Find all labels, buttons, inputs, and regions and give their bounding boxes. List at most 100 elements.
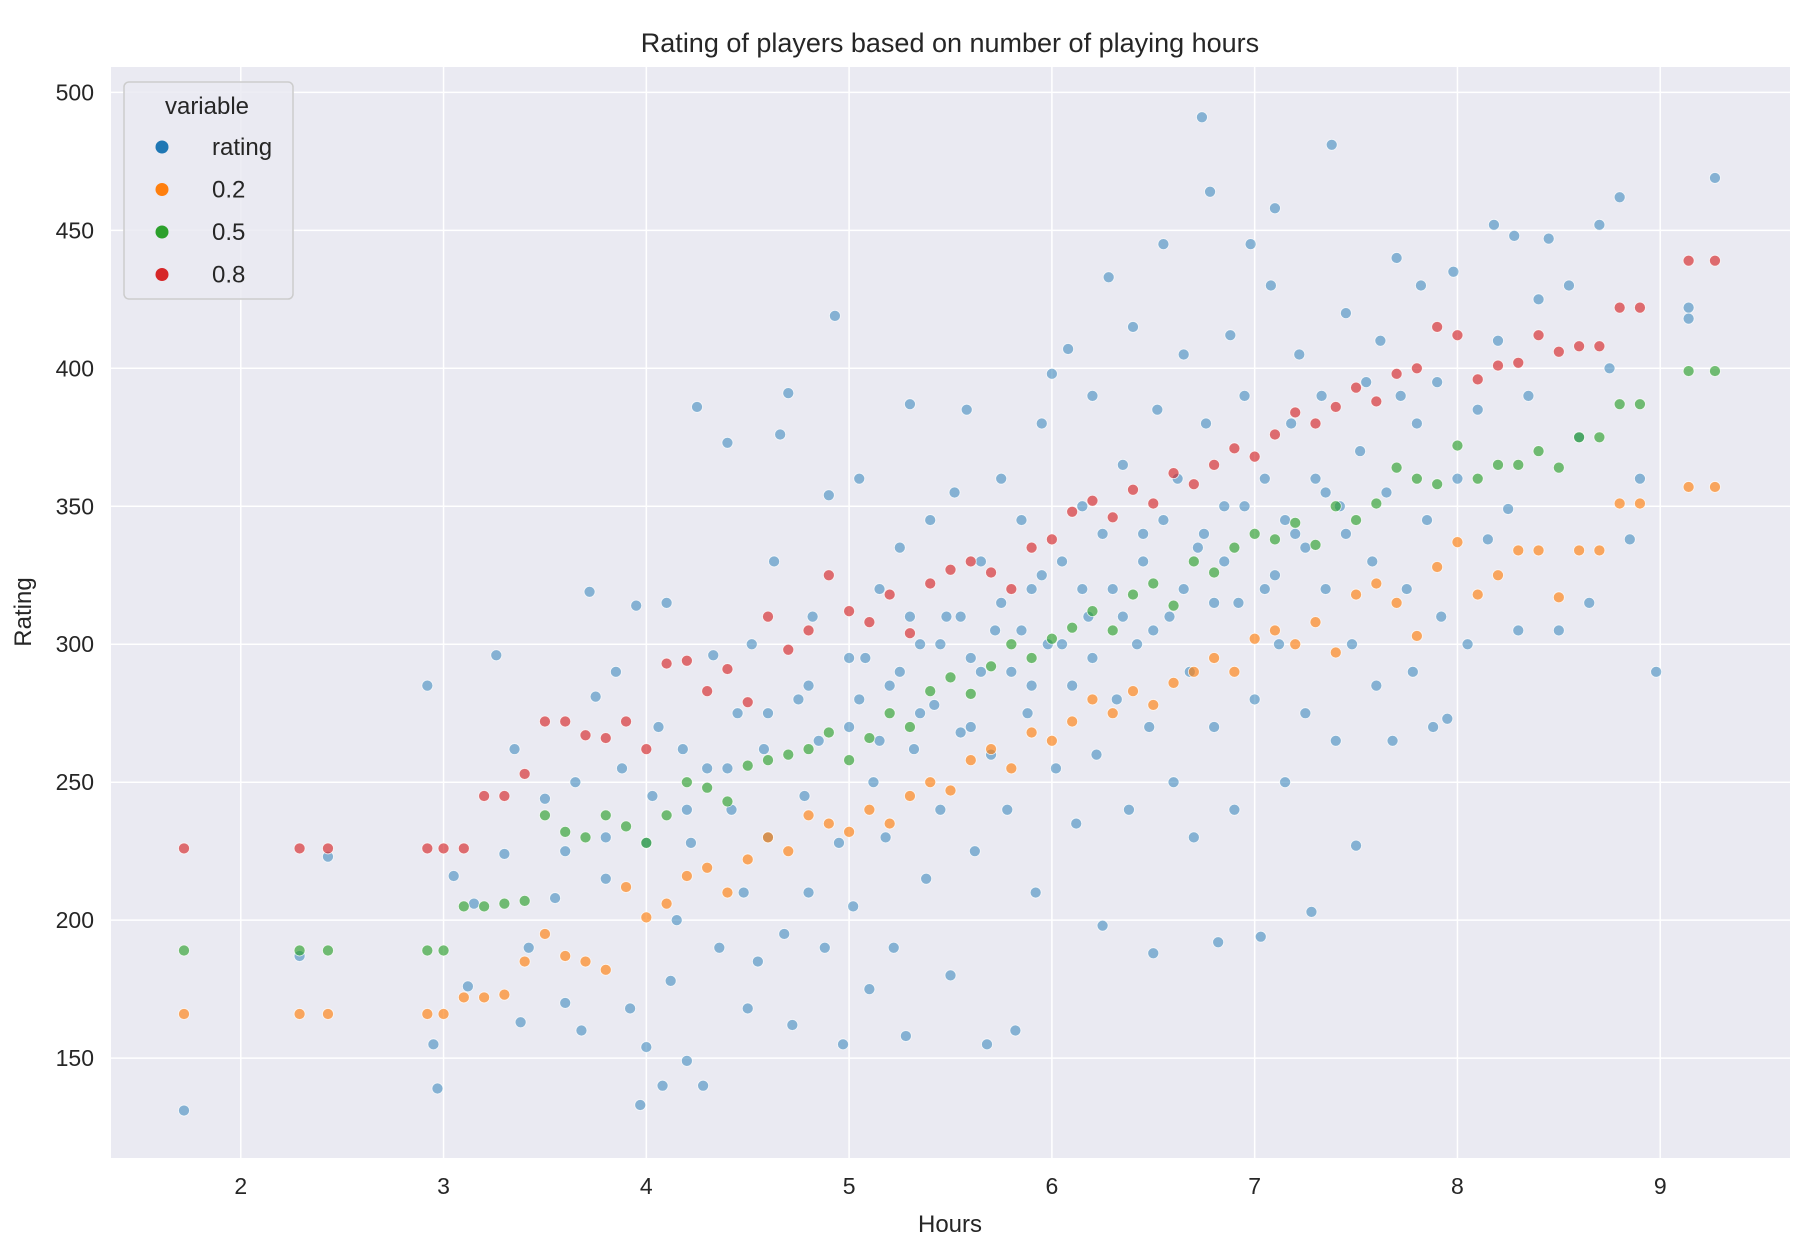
- data-point: [934, 803, 947, 816]
- data-point: [1279, 514, 1291, 526]
- data-point: [1613, 398, 1626, 411]
- data-point: [498, 790, 511, 802]
- data-point: [1471, 472, 1484, 485]
- data-point: [924, 685, 937, 698]
- data-point: [539, 715, 551, 728]
- data-point: [680, 803, 693, 816]
- data-point: [904, 790, 916, 802]
- data-point: [670, 914, 683, 927]
- data-point: [758, 743, 770, 755]
- data-point: [1035, 569, 1048, 582]
- data-point: [964, 754, 977, 767]
- data-point: [1447, 265, 1460, 278]
- data-point: [1123, 803, 1135, 816]
- data-point: [468, 897, 480, 910]
- data-point: [798, 790, 811, 802]
- data-point: [293, 1008, 306, 1020]
- legend-label: 0.8: [212, 262, 245, 289]
- data-point: [685, 836, 697, 849]
- data-point: [1406, 665, 1419, 678]
- data-point: [1682, 301, 1695, 314]
- data-point: [599, 872, 612, 885]
- data-point: [1451, 536, 1464, 549]
- data-point: [1431, 478, 1444, 491]
- data-point: [1167, 467, 1180, 480]
- data-point: [843, 754, 856, 767]
- data-point: [822, 817, 835, 830]
- data-point: [697, 1079, 710, 1092]
- data-point: [178, 1008, 190, 1020]
- data-point: [322, 944, 334, 957]
- data-point: [579, 955, 592, 968]
- data-point: [1244, 238, 1257, 251]
- data-point: [1025, 679, 1038, 692]
- data-point: [1354, 445, 1367, 457]
- y-tick-label: 350: [56, 493, 94, 519]
- data-point: [975, 555, 987, 568]
- data-point: [1350, 381, 1362, 394]
- data-point: [1200, 417, 1212, 430]
- data-point: [1431, 321, 1444, 333]
- data-point: [741, 1002, 754, 1015]
- data-point: [1583, 596, 1596, 609]
- data-point: [1076, 583, 1089, 595]
- data-point: [1471, 373, 1484, 386]
- data-point: [1191, 541, 1204, 554]
- data-point: [944, 671, 957, 684]
- x-tick-label: 6: [1045, 1173, 1058, 1199]
- x-tick-label: 4: [640, 1173, 653, 1199]
- data-point: [1248, 693, 1261, 706]
- data-point: [1127, 685, 1139, 698]
- data-point: [447, 870, 460, 882]
- data-point: [1634, 472, 1646, 485]
- data-point: [559, 715, 572, 728]
- data-point: [437, 1008, 450, 1020]
- data-point: [1137, 527, 1150, 540]
- data-point: [575, 1024, 588, 1037]
- data-point: [822, 569, 835, 582]
- data-point: [751, 955, 764, 968]
- data-point: [1573, 431, 1586, 444]
- series-0-5: [178, 365, 1721, 957]
- series-0-2: [178, 481, 1721, 1020]
- data-point: [1522, 390, 1535, 402]
- data-point: [822, 489, 835, 502]
- data-point: [818, 941, 831, 954]
- data-point: [1340, 307, 1352, 320]
- data-point: [549, 892, 561, 904]
- data-point: [1289, 527, 1302, 540]
- data-point: [1390, 596, 1403, 609]
- data-point: [1512, 544, 1525, 557]
- data-point: [1177, 583, 1190, 595]
- data-point: [1390, 252, 1403, 264]
- x-tick-label: 3: [437, 1173, 450, 1199]
- data-point: [920, 872, 933, 885]
- data-point: [1289, 516, 1302, 529]
- data-point: [620, 715, 632, 728]
- data-point: [741, 853, 754, 866]
- data-point: [1542, 232, 1555, 245]
- data-point: [904, 610, 916, 623]
- data-point: [713, 941, 726, 954]
- data-point: [774, 428, 787, 441]
- data-point: [676, 743, 689, 755]
- data-point: [847, 900, 860, 913]
- data-point: [701, 762, 714, 775]
- data-point: [664, 974, 677, 987]
- data-point: [1471, 588, 1484, 601]
- data-point: [1492, 458, 1504, 471]
- data-point: [457, 842, 470, 855]
- data-point: [1228, 803, 1241, 816]
- data-point: [640, 911, 653, 924]
- data-point: [599, 809, 612, 822]
- data-point: [806, 610, 819, 623]
- data-point: [1410, 630, 1423, 642]
- data-point: [1481, 533, 1494, 546]
- data-point: [721, 663, 734, 675]
- legend-marker: [155, 140, 169, 154]
- data-point: [1232, 596, 1245, 609]
- legend-title: variable: [165, 93, 249, 120]
- data-point: [498, 988, 511, 1001]
- data-point: [1492, 569, 1504, 582]
- data-point: [478, 790, 491, 802]
